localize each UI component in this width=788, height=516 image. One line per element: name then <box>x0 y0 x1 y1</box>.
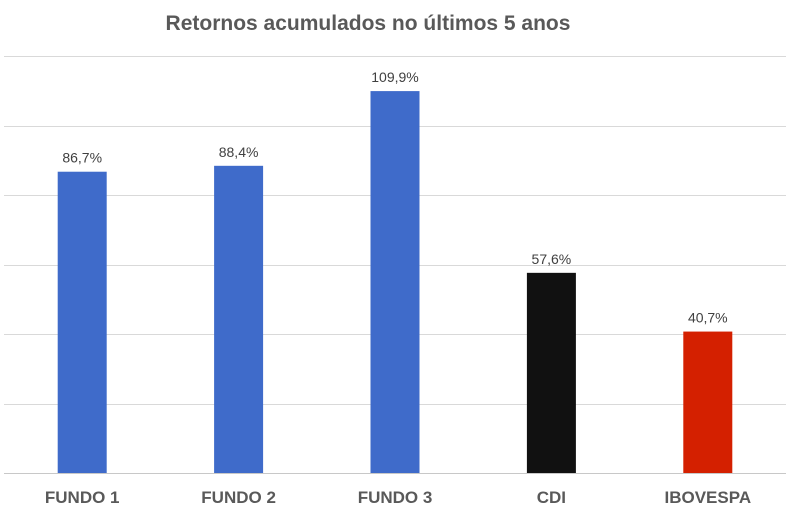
category-label: CDI <box>537 488 566 507</box>
category-label: FUNDO 2 <box>201 488 276 507</box>
bar-fundo-3 <box>370 91 420 473</box>
data-label: 57,6% <box>532 251 572 267</box>
category-labels: FUNDO 1 FUNDO 2 FUNDO 3 CDI IBOVESPA <box>45 488 751 507</box>
bars <box>57 91 733 473</box>
data-label: 88,4% <box>219 144 259 160</box>
bar-ibovespa <box>683 331 733 473</box>
chart-title: Retornos acumulados no últimos 5 anos <box>166 12 571 35</box>
category-label: FUNDO 1 <box>45 488 120 507</box>
data-label: 86,7% <box>62 150 102 166</box>
bar-fundo-1 <box>57 171 107 473</box>
category-label: IBOVESPA <box>665 488 752 507</box>
bar-fundo-2 <box>214 165 264 473</box>
bar-cdi <box>526 272 576 473</box>
data-labels: 86,7% 88,4% 109,9% 57,6% 40,7% <box>62 69 727 325</box>
data-label: 40,7% <box>688 310 728 326</box>
category-label: FUNDO 3 <box>358 488 433 507</box>
data-label: 109,9% <box>371 69 418 85</box>
